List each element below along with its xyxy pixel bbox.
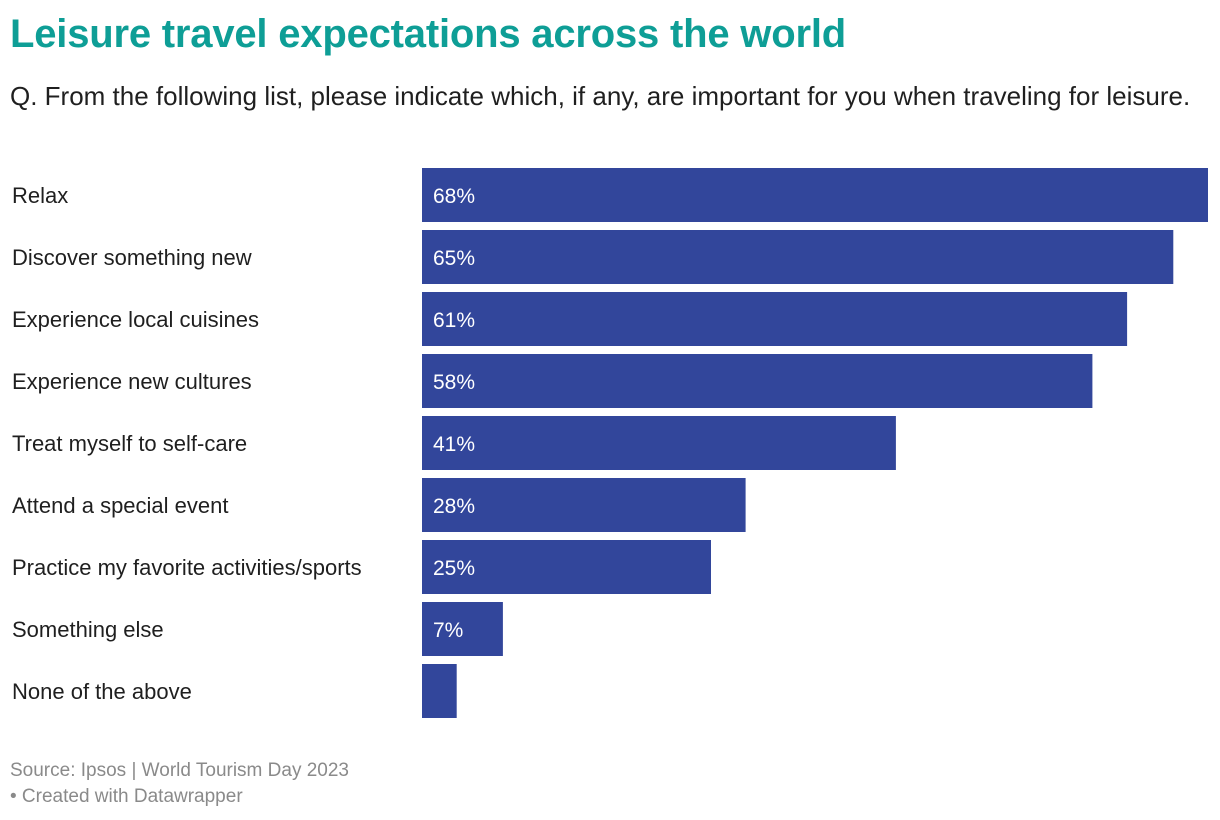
category-label: Treat myself to self-care (12, 431, 247, 456)
value-label: 65% (433, 247, 475, 270)
bar (422, 168, 1208, 222)
category-label: Discover something new (12, 245, 252, 270)
bar (422, 478, 746, 532)
category-label: Experience new cultures (12, 369, 252, 394)
category-label: Relax (12, 183, 68, 208)
value-label: 58% (433, 371, 475, 394)
bar (422, 664, 457, 718)
category-label: Something else (12, 617, 164, 642)
bar-chart: Relax 68% Discover something new 65% Experie… (12, 168, 1208, 718)
category-label: Practice my favorite activities/sports (12, 555, 362, 580)
value-label: 61% (433, 309, 475, 332)
credit-note: • Created with Datawrapper (10, 786, 243, 807)
chart-subtitle: Q. From the following list, please indic… (10, 81, 1191, 111)
bar (422, 230, 1174, 284)
bar (422, 540, 711, 594)
value-label: 28% (433, 495, 475, 518)
bar (422, 602, 503, 656)
value-label: 41% (433, 433, 475, 456)
category-label: Attend a special event (12, 493, 228, 518)
chart-footer: Source: Ipsos | World Tourism Day 2023 •… (10, 758, 349, 810)
chart-title: Leisure travel expectations across the w… (10, 12, 846, 56)
category-label: Experience local cuisines (12, 307, 259, 332)
bar (422, 292, 1128, 346)
value-label: 7% (433, 619, 463, 642)
category-label: None of the above (12, 679, 192, 704)
bar (422, 354, 1093, 408)
value-label: 25% (433, 557, 475, 580)
source-note: Source: Ipsos | World Tourism Day 2023 (10, 760, 349, 781)
value-label: 68% (433, 185, 475, 208)
bar (422, 416, 896, 470)
